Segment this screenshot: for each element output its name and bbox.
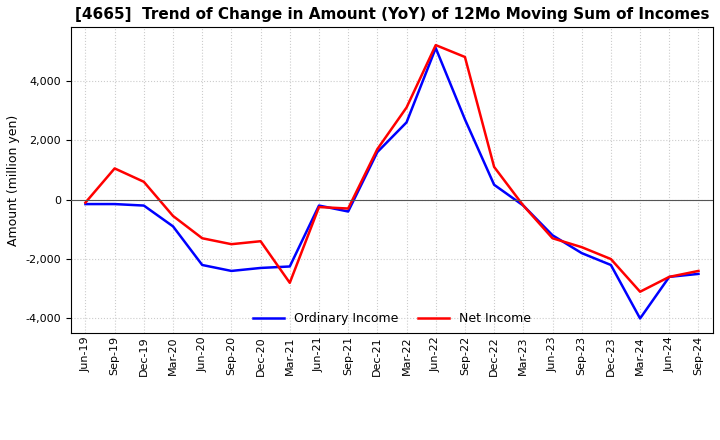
- Net Income: [198, 235, 207, 241]
- Ordinary Income: [168, 224, 177, 229]
- Ordinary Income: [490, 182, 498, 187]
- Net Income: [315, 205, 323, 210]
- Net Income: [519, 203, 528, 208]
- Ordinary Income: [694, 271, 703, 277]
- Net Income: [636, 289, 644, 294]
- Ordinary Income: [285, 264, 294, 269]
- Ordinary Income: [344, 209, 353, 214]
- Net Income: [344, 206, 353, 211]
- Net Income: [373, 147, 382, 152]
- Legend: Ordinary Income, Net Income: Ordinary Income, Net Income: [248, 307, 536, 330]
- Ordinary Income: [548, 233, 557, 238]
- Ordinary Income: [140, 203, 148, 208]
- Ordinary Income: [110, 202, 119, 207]
- Net Income: [81, 200, 90, 205]
- Net Income: [490, 164, 498, 169]
- Net Income: [606, 257, 615, 262]
- Net Income: [402, 105, 411, 110]
- Y-axis label: Amount (million yen): Amount (million yen): [7, 115, 20, 246]
- Line: Net Income: Net Income: [86, 45, 698, 292]
- Ordinary Income: [198, 262, 207, 268]
- Ordinary Income: [373, 150, 382, 155]
- Net Income: [140, 179, 148, 184]
- Net Income: [461, 55, 469, 60]
- Ordinary Income: [461, 117, 469, 122]
- Net Income: [665, 274, 674, 279]
- Ordinary Income: [256, 265, 265, 271]
- Ordinary Income: [636, 316, 644, 321]
- Ordinary Income: [402, 120, 411, 125]
- Net Income: [548, 235, 557, 241]
- Ordinary Income: [81, 202, 90, 207]
- Net Income: [256, 238, 265, 244]
- Net Income: [577, 245, 586, 250]
- Ordinary Income: [665, 274, 674, 279]
- Ordinary Income: [315, 203, 323, 208]
- Ordinary Income: [577, 250, 586, 256]
- Net Income: [431, 43, 440, 48]
- Title: [4665]  Trend of Change in Amount (YoY) of 12Mo Moving Sum of Incomes: [4665] Trend of Change in Amount (YoY) o…: [75, 7, 709, 22]
- Net Income: [110, 166, 119, 171]
- Ordinary Income: [431, 45, 440, 51]
- Line: Ordinary Income: Ordinary Income: [86, 48, 698, 319]
- Ordinary Income: [519, 203, 528, 208]
- Ordinary Income: [227, 268, 235, 274]
- Net Income: [168, 213, 177, 219]
- Net Income: [285, 280, 294, 286]
- Ordinary Income: [606, 262, 615, 268]
- Net Income: [694, 268, 703, 274]
- Net Income: [227, 242, 235, 247]
